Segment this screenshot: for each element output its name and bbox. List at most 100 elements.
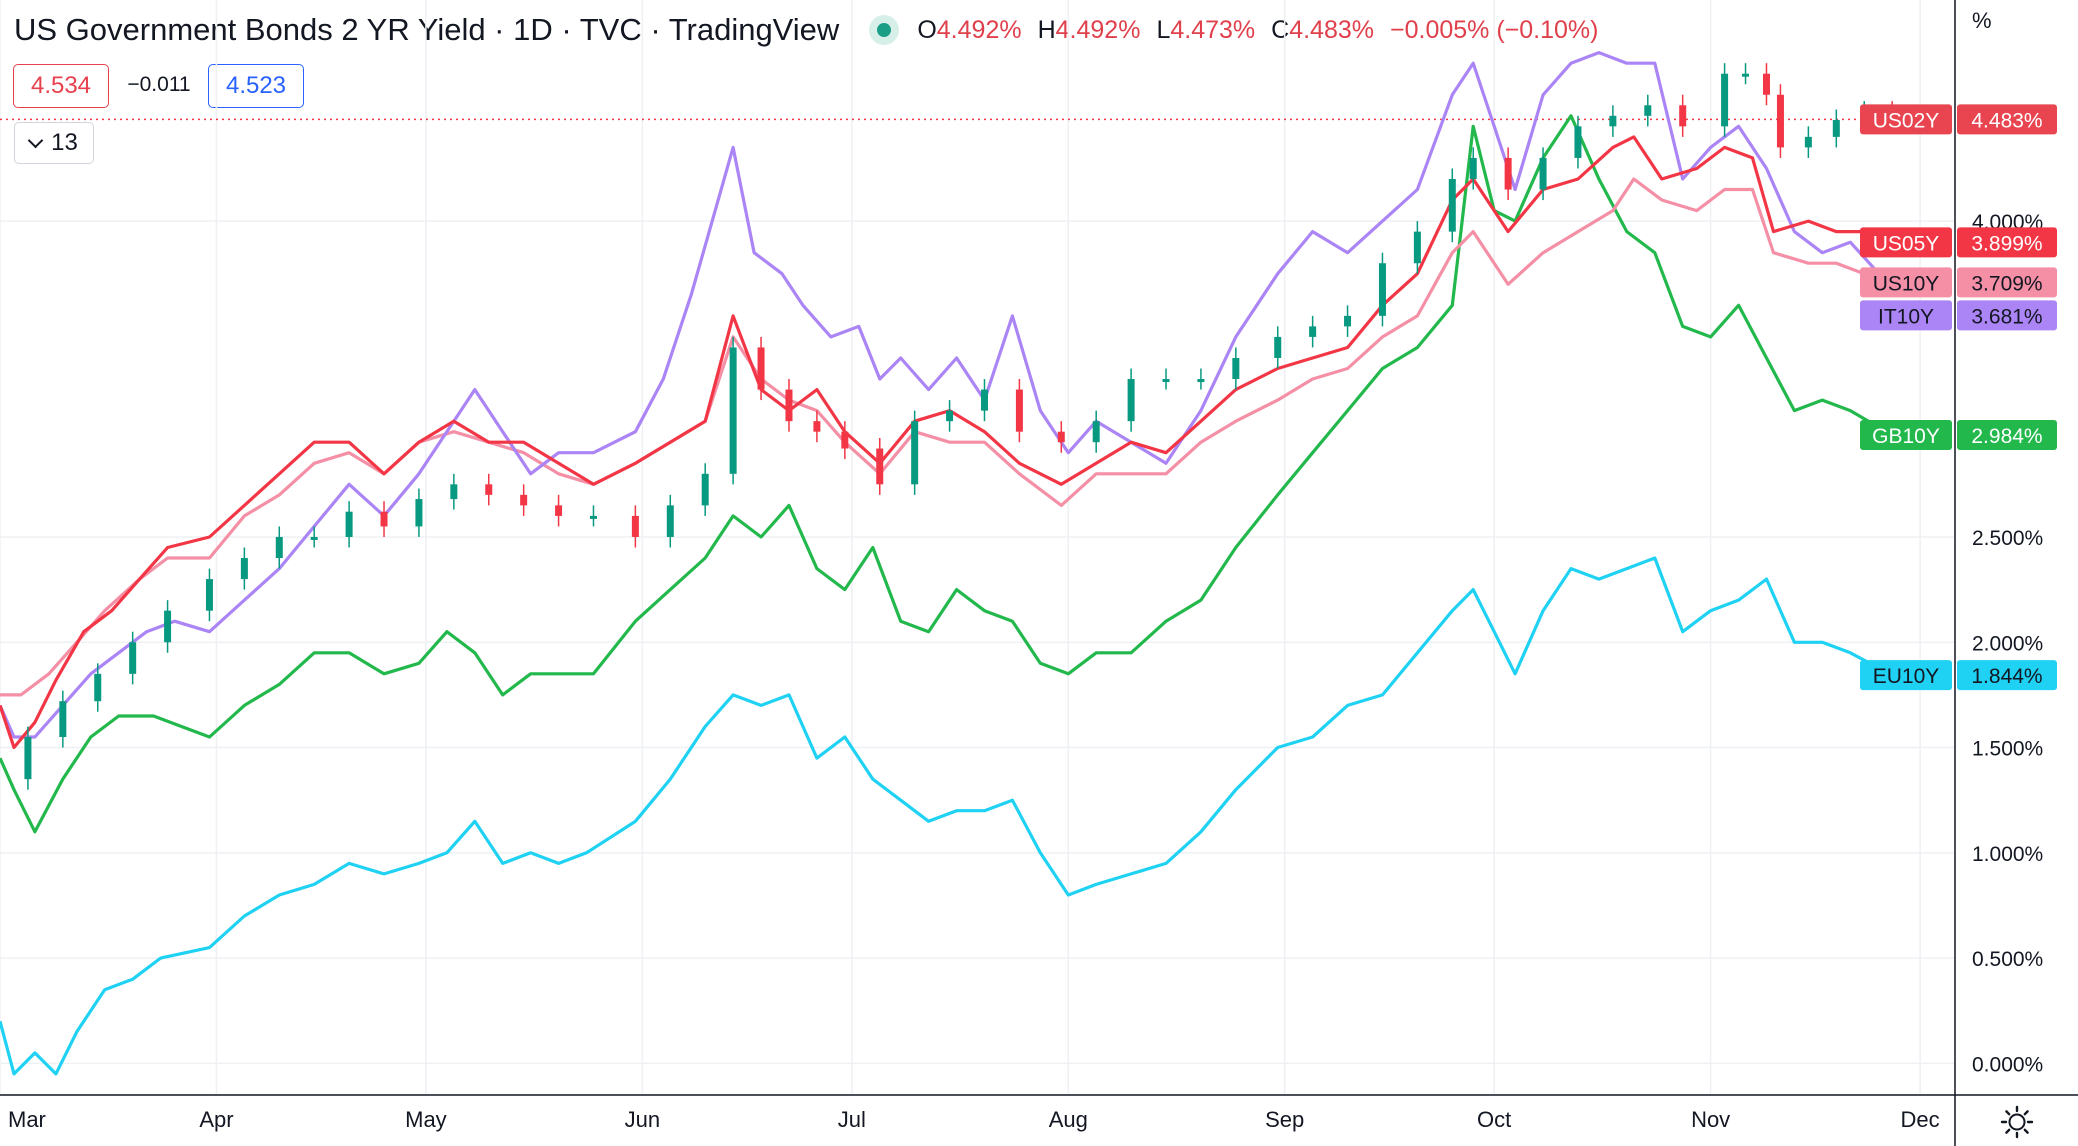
x-tick-label: Nov: [1691, 1107, 1730, 1132]
candle-body: [1742, 73, 1750, 77]
chart-title: US Government Bonds 2 YR Yield · 1D · TV…: [14, 12, 840, 47]
last-value-tag-eu10y: EU10Y 1.844%: [1860, 660, 2057, 691]
y-tick-label: 2.500%: [1972, 527, 2043, 550]
candle-body: [1721, 73, 1729, 127]
candle-body: [450, 484, 458, 500]
y-tick-label: 0.500%: [1972, 948, 2043, 971]
last-value-tag-us02y: US02Y 4.483%: [1860, 104, 2057, 135]
series-name-label: IT10Y: [1878, 305, 1934, 328]
candle-body: [1762, 73, 1770, 95]
candle-body: [1776, 94, 1784, 148]
y-tick-label: 1.000%: [1972, 843, 2043, 866]
y-tick-label: 2.000%: [1972, 632, 2043, 655]
axis-unit-label: %: [1972, 8, 1992, 33]
x-tick-label: Aug: [1049, 1107, 1088, 1132]
candle-body: [666, 505, 674, 537]
candle-body: [555, 505, 563, 516]
series-name-label: EU10Y: [1873, 665, 1940, 688]
candle-body: [911, 421, 919, 485]
candle-body: [980, 389, 988, 411]
last-value-tag-gb10y: GB10Y 2.984%: [1860, 420, 2057, 451]
candle-body: [1232, 357, 1240, 380]
candle-body: [310, 536, 318, 540]
y-tick-label: 1.500%: [1972, 738, 2043, 761]
indicators-toggle-button[interactable]: 13: [14, 122, 94, 164]
candle-body: [240, 558, 248, 580]
candle-body: [1127, 379, 1135, 422]
high-label: H: [1037, 15, 1056, 44]
x-tick-label: Mar: [8, 1107, 46, 1132]
open-label: O: [917, 15, 937, 44]
series-line-gb10y: [0, 114, 1894, 834]
candle-body: [129, 642, 137, 674]
last-value-label: 1.844%: [1971, 665, 2042, 688]
chart-header: US Government Bonds 2 YR Yield · 1D · TV…: [14, 8, 1598, 52]
live-dot-icon: [869, 15, 900, 45]
candle-body: [589, 515, 597, 519]
series-name-label: US05Y: [1873, 232, 1940, 255]
candle-body: [729, 347, 737, 474]
last-value-tag-it10y: IT10Y 3.681%: [1860, 300, 2057, 331]
candle-body: [205, 579, 213, 611]
buy-price-button[interactable]: 4.523: [208, 64, 304, 108]
gear-icon[interactable]: [2000, 1105, 2034, 1139]
candle-body: [1679, 105, 1687, 127]
low-value: 4.473%: [1170, 15, 1256, 44]
series-line-us05y: [0, 135, 1893, 750]
last-value-label: 3.681%: [1971, 305, 2042, 328]
candle-body: [1609, 115, 1617, 127]
candles-us02y: [24, 63, 1896, 790]
candle-body: [1092, 421, 1100, 443]
candle-body: [946, 410, 954, 422]
candle-body: [1469, 157, 1477, 179]
candle-body: [1539, 157, 1547, 190]
x-tick-label: Dec: [1901, 1107, 1940, 1132]
x-tick-label: Oct: [1477, 1107, 1511, 1132]
series-name-badge: [1860, 267, 1952, 298]
candle-body: [876, 448, 884, 485]
candle-body: [841, 431, 849, 449]
candle-body: [1804, 136, 1812, 148]
candle-body: [59, 701, 67, 738]
last-value-label: 3.899%: [1971, 232, 2042, 255]
y-tick-label: 0.000%: [1972, 1053, 2043, 1076]
candle-body: [757, 347, 765, 390]
last-value-label: 4.483%: [1971, 109, 2042, 132]
series-name-label: US02Y: [1873, 109, 1940, 132]
series-name-badge: [1860, 660, 1952, 691]
last-value-label: 2.984%: [1971, 425, 2042, 448]
last-value-badge: [1957, 420, 2057, 451]
last-value-badge: [1957, 227, 2057, 258]
candle-body: [785, 389, 793, 422]
candle-body: [1504, 157, 1512, 190]
candle-body: [164, 610, 172, 643]
candle-body: [1448, 178, 1456, 232]
x-tick-label: Jul: [838, 1107, 866, 1132]
candle-body: [1413, 231, 1421, 264]
candle-body: [94, 673, 102, 702]
series-name-badge: [1860, 104, 1952, 135]
x-tick-label: May: [405, 1107, 447, 1132]
candle-body: [1057, 431, 1065, 443]
candle-body: [24, 737, 32, 780]
x-tick-label: Jun: [625, 1107, 660, 1132]
last-value-badge: [1957, 267, 2057, 298]
x-tick-label: Sep: [1265, 1107, 1304, 1132]
series-name-label: GB10Y: [1872, 425, 1940, 448]
candle-body: [1162, 379, 1170, 383]
candle-body: [813, 421, 821, 432]
candle-body: [1309, 326, 1317, 337]
candle-body: [1832, 120, 1840, 137]
candle-body: [275, 536, 283, 559]
candle-body: [415, 499, 423, 527]
candle-body: [1197, 379, 1205, 383]
last-value-badge: [1957, 104, 2057, 135]
low-label: L: [1156, 15, 1171, 44]
spread-value: −0.011: [120, 64, 198, 106]
series-name-label: US10Y: [1873, 272, 1940, 295]
sell-price-button[interactable]: 4.534: [13, 64, 109, 108]
candle-body: [1574, 126, 1582, 158]
candle-body: [1344, 315, 1352, 327]
candle-body: [520, 494, 528, 506]
